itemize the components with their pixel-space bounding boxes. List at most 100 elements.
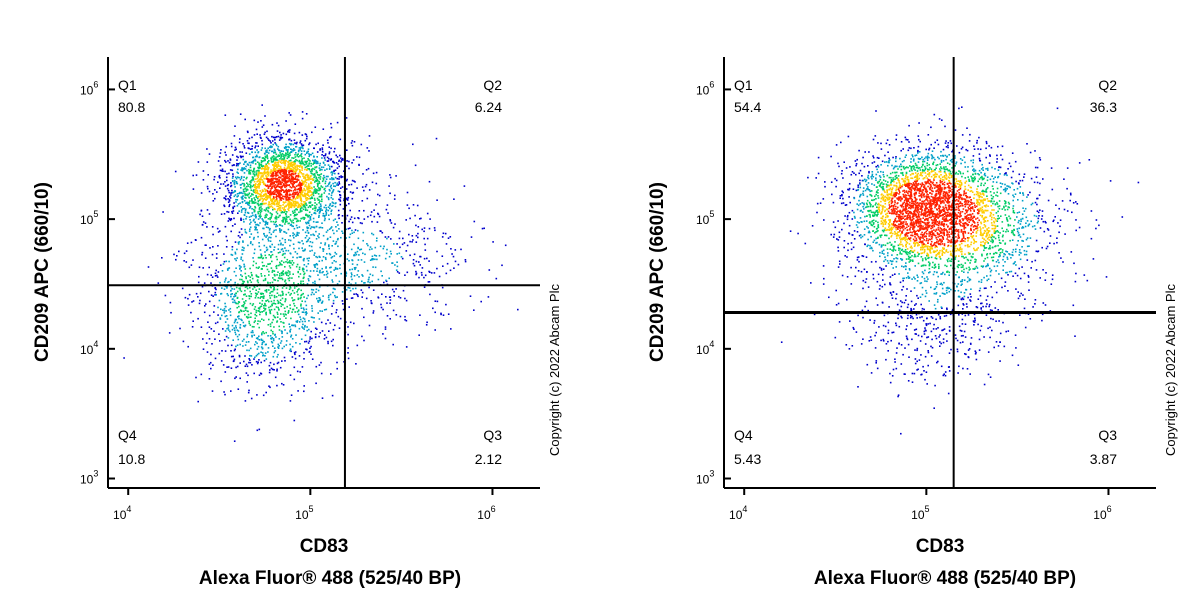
event-dot bbox=[262, 279, 265, 282]
event-dot bbox=[473, 220, 476, 223]
event-dot bbox=[280, 162, 283, 164]
event-dot bbox=[356, 187, 358, 189]
event-dot bbox=[347, 352, 349, 354]
event-dot bbox=[287, 272, 289, 274]
event-dot bbox=[997, 309, 999, 311]
event-dot bbox=[206, 273, 209, 276]
event-dot bbox=[300, 189, 302, 192]
event-dot bbox=[320, 302, 323, 304]
event-dot bbox=[307, 186, 309, 189]
event-dot bbox=[282, 273, 285, 276]
event-dot bbox=[345, 117, 348, 119]
event-dot bbox=[318, 297, 320, 299]
event-dot bbox=[313, 173, 316, 176]
event-dot bbox=[265, 207, 268, 209]
event-dot bbox=[273, 249, 275, 251]
event-dot bbox=[865, 278, 868, 280]
event-dot bbox=[501, 264, 503, 267]
event-dot bbox=[306, 329, 308, 332]
event-dot bbox=[236, 365, 239, 368]
event-dot bbox=[276, 384, 278, 387]
event-dot bbox=[261, 268, 263, 270]
event-dot bbox=[265, 184, 267, 187]
event-dot bbox=[285, 184, 288, 187]
event-dot bbox=[349, 227, 351, 229]
event-dot bbox=[275, 229, 277, 231]
event-dot bbox=[308, 237, 311, 239]
event-dot bbox=[327, 142, 329, 144]
event-dot bbox=[164, 294, 167, 297]
event-dot bbox=[315, 188, 318, 191]
event-dot bbox=[349, 218, 352, 221]
event-dot bbox=[289, 193, 291, 196]
event-dot bbox=[349, 209, 351, 212]
event-dot bbox=[280, 294, 282, 297]
event-dot bbox=[254, 184, 256, 187]
event-dot bbox=[274, 142, 276, 144]
event-dot bbox=[241, 246, 244, 249]
event-dot bbox=[259, 211, 262, 214]
event-dot bbox=[942, 338, 945, 340]
event-dot bbox=[274, 303, 277, 305]
event-dot bbox=[235, 259, 237, 262]
event-dot bbox=[271, 187, 273, 189]
event-dot bbox=[268, 139, 270, 141]
event-dot bbox=[235, 327, 237, 329]
event-dot bbox=[387, 236, 390, 238]
event-dot bbox=[233, 360, 235, 362]
event-dot bbox=[222, 263, 225, 265]
event-dot bbox=[199, 213, 201, 216]
event-dot bbox=[215, 294, 217, 296]
event-dot bbox=[234, 146, 237, 149]
event-dot bbox=[317, 199, 320, 201]
event-dot bbox=[250, 397, 253, 400]
event-dot bbox=[1002, 321, 1004, 324]
event-dot bbox=[349, 268, 351, 271]
event-dot bbox=[445, 272, 448, 275]
event-dot bbox=[277, 205, 280, 208]
event-dot bbox=[239, 324, 242, 326]
event-dot bbox=[276, 167, 278, 169]
event-dot bbox=[907, 139, 909, 141]
event-dot bbox=[969, 300, 972, 302]
event-dot bbox=[254, 221, 256, 223]
q2-label: Q2 bbox=[483, 77, 502, 93]
event-dot bbox=[260, 361, 262, 364]
event-dot bbox=[318, 260, 321, 262]
event-dot bbox=[304, 139, 307, 142]
event-dot bbox=[423, 230, 425, 233]
event-dot bbox=[224, 197, 227, 200]
event-dot bbox=[224, 330, 227, 332]
event-dot bbox=[426, 257, 428, 260]
event-dot bbox=[244, 400, 247, 402]
event-dot bbox=[306, 152, 308, 154]
event-dot bbox=[265, 136, 268, 139]
event-dot bbox=[1035, 250, 1038, 253]
event-dot bbox=[328, 152, 331, 155]
event-dot bbox=[973, 148, 976, 150]
event-dot bbox=[841, 190, 844, 192]
event-dot bbox=[910, 323, 912, 325]
event-dot bbox=[298, 355, 301, 357]
event-dot bbox=[351, 179, 354, 182]
event-dot bbox=[311, 187, 313, 190]
event-dot bbox=[327, 197, 330, 199]
event-dot bbox=[275, 255, 278, 258]
event-dot bbox=[214, 357, 217, 360]
event-dot bbox=[290, 262, 292, 264]
event-dot bbox=[988, 145, 990, 147]
event-dot bbox=[318, 216, 320, 218]
event-dot bbox=[837, 266, 840, 268]
event-dot bbox=[294, 142, 296, 144]
event-dot bbox=[889, 282, 891, 284]
event-dot bbox=[333, 150, 335, 153]
event-dot bbox=[855, 173, 857, 176]
event-dot bbox=[289, 400, 292, 402]
event-dot bbox=[833, 233, 836, 236]
event-dot bbox=[240, 258, 242, 260]
event-dot bbox=[288, 202, 291, 204]
event-dot bbox=[262, 219, 264, 221]
event-dot bbox=[288, 166, 291, 169]
event-dot bbox=[369, 259, 372, 261]
event-dot bbox=[269, 311, 271, 314]
